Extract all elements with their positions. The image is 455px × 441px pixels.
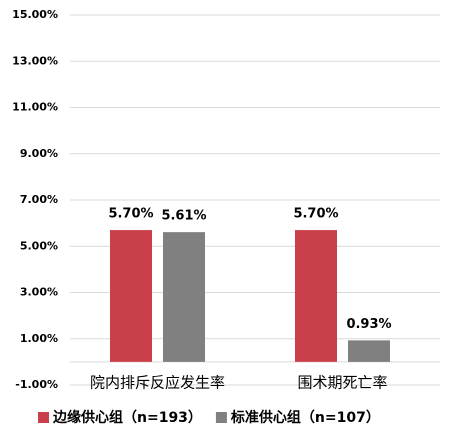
y-tick-label: 15.00% [12,8,58,21]
x-tick-label: 围术期死亡率 [297,374,387,392]
value-label: 0.93% [346,317,391,332]
y-tick-label: 3.00% [20,286,58,299]
bar [295,230,337,362]
legend-swatch [215,412,227,423]
y-tick-label: 7.00% [20,193,58,206]
legend-label: 标准供心组（n=107） [230,409,380,426]
legend-label: 边缘供心组（n=193） [52,409,202,426]
value-label: 5.61% [161,209,206,224]
value-label: 5.70% [293,207,338,222]
bar [110,230,152,362]
y-tick-label: 5.00% [20,239,58,252]
y-tick-label: 13.00% [12,54,58,67]
y-tick-label: 1.00% [20,332,58,345]
y-tick-label: -1.00% [15,378,58,391]
bar [163,232,205,362]
y-tick-label: 11.00% [12,101,58,114]
legend-swatch [38,412,49,423]
y-tick-label: 9.00% [20,147,58,160]
bar [348,340,390,362]
value-label: 5.70% [108,207,153,222]
x-tick-label: 院内排斥反应发生率 [90,374,225,392]
